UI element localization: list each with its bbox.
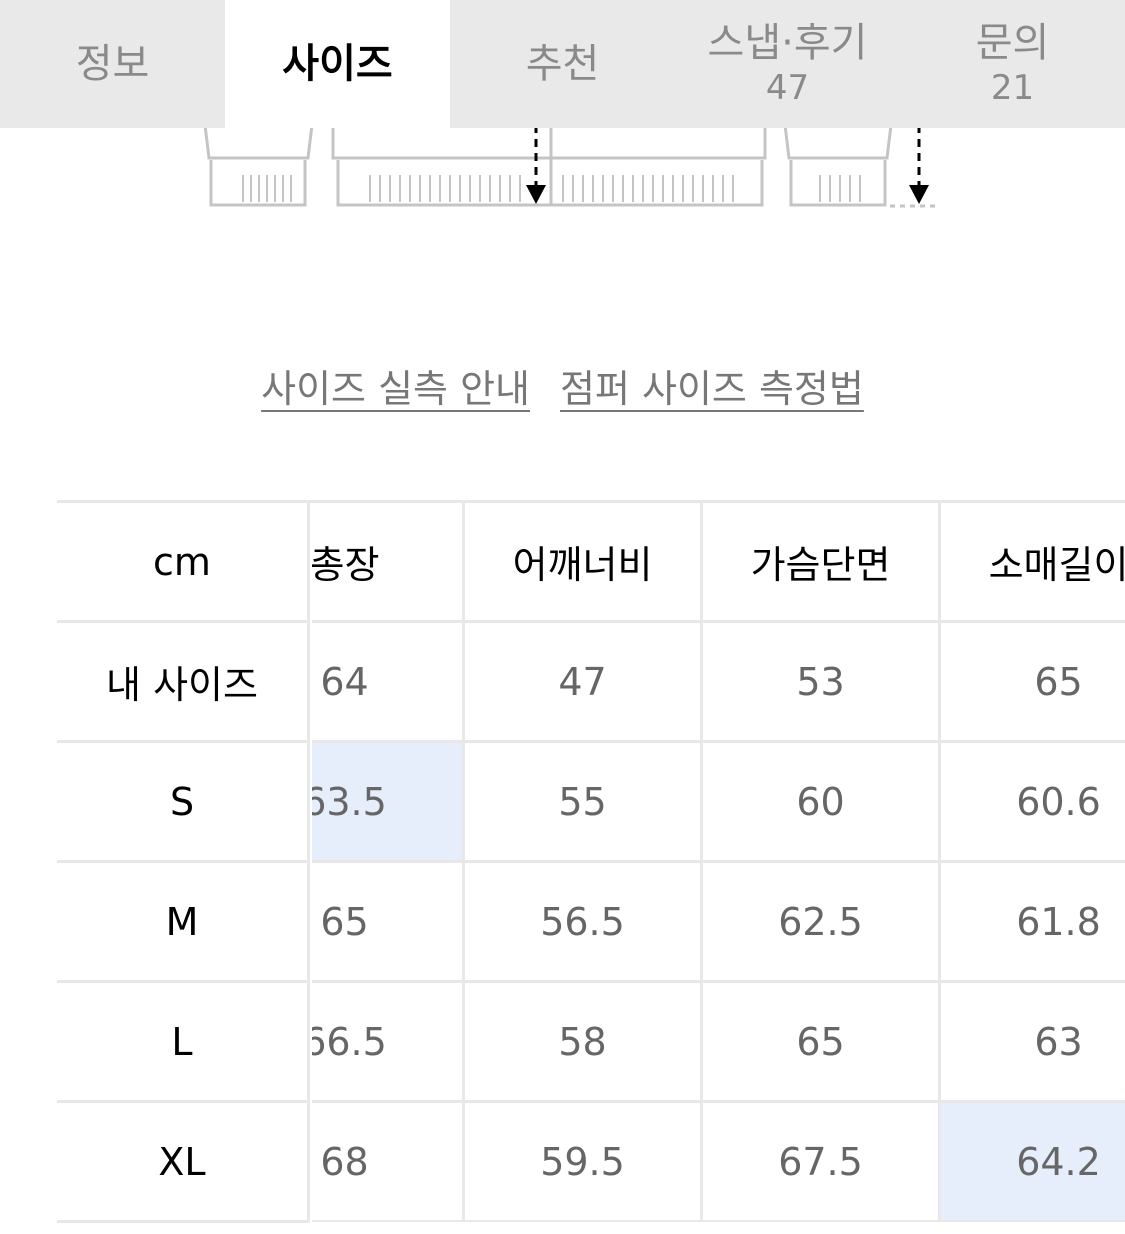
tab-label: 추천 <box>525 41 600 87</box>
table-cell: 65 <box>703 983 941 1103</box>
table-cell: 63 <box>941 983 1125 1103</box>
table-cell: 47 <box>465 623 703 743</box>
tab-recommend[interactable]: 추천 <box>450 0 675 128</box>
table-cell: 65 <box>941 623 1125 743</box>
tab-count: 21 <box>990 68 1035 108</box>
size-label: M <box>57 863 310 983</box>
jumper-measure-diagram <box>203 124 940 208</box>
table-cell: 53 <box>703 623 941 743</box>
table-cell: 61.8 <box>941 863 1125 983</box>
column-header: 소매길이 <box>941 503 1125 623</box>
table-cell: 64 <box>312 623 465 743</box>
divider <box>57 500 1125 503</box>
size-table: 총장 어깨너비 가슴단면 소매길이 64 47 53 65 63.5 55 60 60.6 65 56.5… <box>57 500 1125 1223</box>
table-cell: 66.5 <box>312 983 465 1103</box>
size-table-scroll[interactable]: 총장 어깨너비 가슴단면 소매길이 64 47 53 65 63.5 55 60 60.6 65 56.5… <box>312 500 1125 1222</box>
tab-bar: 정보 사이즈 추천 스냅·후기 47 문의 21 <box>0 0 1125 128</box>
unit-header: cm <box>57 503 310 623</box>
tab-label: 문의 <box>975 20 1050 66</box>
table-cell: 68 <box>312 1103 465 1222</box>
table-cell: 59.5 <box>465 1103 703 1222</box>
measure-method-link[interactable]: 점퍼 사이즈 측정법 <box>560 367 864 411</box>
column-header: 총장 <box>312 503 465 623</box>
tab-label: 사이즈 <box>282 41 393 87</box>
size-label-column: cm 내 사이즈 S M L XL <box>57 500 312 1223</box>
size-label: XL <box>57 1103 310 1223</box>
tab-size[interactable]: 사이즈 <box>225 0 450 128</box>
table-cell: 56.5 <box>465 863 703 983</box>
tab-info[interactable]: 정보 <box>0 0 225 128</box>
table-cell: 63.5 <box>312 743 465 863</box>
size-label: S <box>57 743 310 863</box>
size-guide-link[interactable]: 사이즈 실측 안내 <box>261 367 531 411</box>
table-cell: 62.5 <box>703 863 941 983</box>
size-label: L <box>57 983 310 1103</box>
table-cell: 67.5 <box>703 1103 941 1222</box>
tab-count: 47 <box>765 68 810 108</box>
tab-label: 스냅·후기 <box>707 20 868 66</box>
table-cell: 65 <box>312 863 465 983</box>
column-header: 어깨너비 <box>465 503 703 623</box>
column-header: 가슴단면 <box>703 503 941 623</box>
table-cell: 55 <box>465 743 703 863</box>
tab-snap-review[interactable]: 스냅·후기 47 <box>675 0 900 128</box>
table-cell: 60.6 <box>941 743 1125 863</box>
table-cell: 64.2 <box>941 1103 1125 1222</box>
size-links: 사이즈 실측 안내 점퍼 사이즈 측정법 <box>0 358 1125 413</box>
tab-inquiry[interactable]: 문의 21 <box>900 0 1125 128</box>
size-label: 내 사이즈 <box>57 623 310 743</box>
table-cell: 58 <box>465 983 703 1103</box>
tab-label: 정보 <box>75 41 150 87</box>
table-cell: 60 <box>703 743 941 863</box>
